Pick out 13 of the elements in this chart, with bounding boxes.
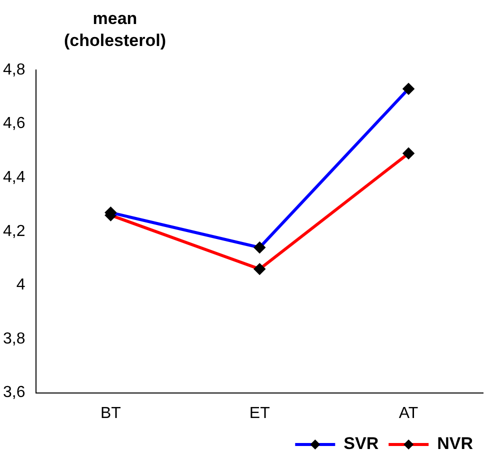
y-tick-label: 4,8 (2, 61, 26, 78)
y-tick-label: 4,2 (2, 222, 26, 240)
x-tick-label: AT (398, 404, 418, 422)
x-tick-label: BT (100, 404, 122, 422)
y-tick-label: 4 (16, 276, 26, 294)
y-tick-label: 4,6 (2, 115, 26, 132)
y-axis-title: mean (cholesterol) (62, 8, 168, 52)
legend-label: NVR (437, 434, 474, 454)
legend-label: SVR (344, 434, 379, 454)
y-tick-label: 3,6 (2, 384, 26, 402)
y-tick-label: 4,4 (2, 169, 26, 186)
y-tick-label: 3,8 (2, 330, 26, 348)
x-tick-label: ET (249, 404, 270, 422)
